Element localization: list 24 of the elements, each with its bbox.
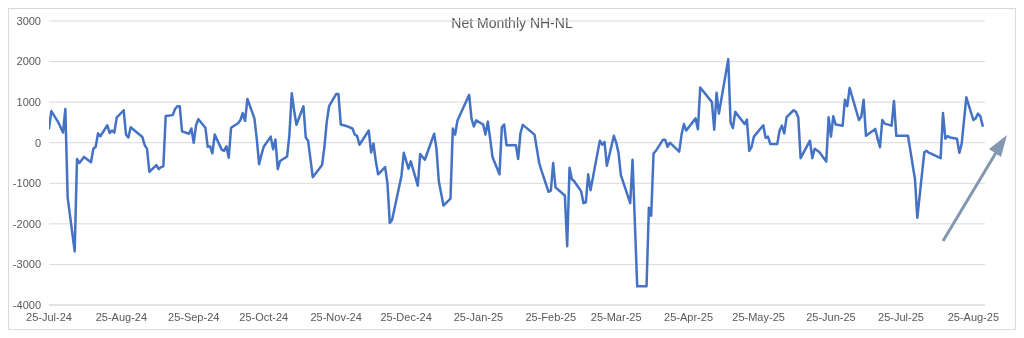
- y-tick-label: -4000: [12, 298, 41, 311]
- chart-title: Net Monthly NH-NL: [451, 15, 573, 31]
- y-tick-label: -2000: [12, 217, 41, 230]
- y-tick-label: 1000: [16, 96, 41, 109]
- y-tick-label: -1000: [12, 177, 41, 190]
- x-tick-label: 25-May-25: [732, 310, 785, 323]
- x-tick-label: 25-Sep-24: [168, 310, 220, 323]
- y-tick-label: 0: [34, 136, 41, 149]
- x-tick-label: 25-Jan-25: [453, 310, 504, 323]
- x-tick-label: 25-Jul-24: [26, 310, 72, 323]
- x-tick-label: 25-Jul-25: [878, 310, 924, 323]
- y-tick-label: 2000: [16, 55, 41, 68]
- x-tick-label: 25-Oct-24: [239, 310, 289, 323]
- y-tick-label: -3000: [12, 258, 41, 271]
- x-tick-label: 25-Aug-24: [95, 310, 148, 323]
- line-series: [49, 57, 984, 288]
- x-tick-label: 25-Nov-24: [310, 310, 362, 323]
- x-tick-label: 25-Dec-24: [380, 310, 432, 323]
- x-tick-label: 25-Feb-25: [525, 310, 577, 323]
- x-tick-label: 25-Mar-25: [590, 310, 642, 323]
- x-tick-label: 25-Apr-25: [664, 310, 714, 323]
- x-tick-label: 25-Aug-25: [947, 310, 1000, 323]
- x-tick-label: 25-Jun-25: [806, 310, 856, 323]
- y-tick-label: 3000: [16, 14, 41, 27]
